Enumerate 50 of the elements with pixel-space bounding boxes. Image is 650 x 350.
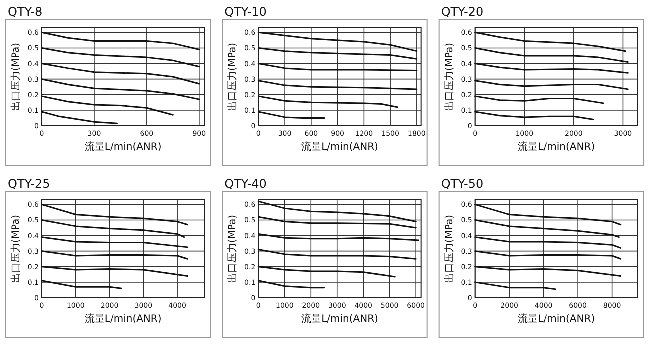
line-series bbox=[41, 96, 174, 116]
line-series bbox=[41, 204, 188, 226]
line-series bbox=[258, 216, 417, 229]
line-series bbox=[474, 32, 626, 52]
line-series bbox=[474, 96, 604, 104]
y-axis-title: 出口压力(MPa) bbox=[443, 42, 456, 112]
x-axis-title: 流量L/min(ANR) bbox=[84, 141, 162, 153]
line-series bbox=[41, 63, 200, 85]
line-series bbox=[258, 200, 417, 223]
line-series bbox=[41, 250, 188, 260]
y-axis-title: 出口压力(MPa) bbox=[226, 42, 239, 112]
line-series bbox=[41, 111, 118, 124]
line-series bbox=[258, 47, 418, 60]
line-series bbox=[474, 236, 622, 249]
y-axis-title: 出口压力(MPa) bbox=[443, 214, 456, 284]
y-axis-title: 出口压力(MPa) bbox=[226, 214, 239, 284]
chart-title: QTY-50 bbox=[441, 177, 484, 191]
line-series bbox=[474, 63, 629, 74]
line-series bbox=[258, 249, 417, 260]
x-axis-title: 流量L/min(ANR) bbox=[518, 313, 596, 325]
line-series bbox=[258, 80, 418, 90]
line-series bbox=[474, 47, 629, 63]
line-series bbox=[41, 219, 186, 238]
line-series bbox=[474, 266, 622, 277]
line-series bbox=[41, 32, 200, 51]
y-axis-title: 出口压力(MPa) bbox=[10, 214, 22, 284]
chart-title: QTY-8 bbox=[8, 5, 43, 19]
chart-title: QTY-20 bbox=[441, 5, 484, 19]
line-series bbox=[258, 32, 418, 52]
chart-title: QTY-25 bbox=[8, 177, 50, 191]
line-series bbox=[41, 78, 200, 100]
line-series bbox=[41, 266, 188, 277]
line-series bbox=[258, 233, 420, 242]
x-axis-title: 流量L/min(ANR) bbox=[302, 313, 379, 325]
line-series bbox=[41, 47, 200, 68]
x-axis-title: 流量L/min(ANR) bbox=[302, 141, 379, 153]
line-series bbox=[474, 80, 629, 90]
x-axis-title: 流量L/min(ANR) bbox=[84, 313, 162, 325]
line-series bbox=[258, 96, 398, 108]
line-series bbox=[258, 63, 418, 72]
chart-title: QTY-10 bbox=[224, 5, 267, 19]
line-series bbox=[474, 219, 620, 238]
y-axis-title: 出口压力(MPa) bbox=[10, 42, 22, 112]
line-series bbox=[474, 111, 594, 121]
x-axis-title: 流量L/min(ANR) bbox=[518, 141, 596, 153]
line-series bbox=[474, 250, 622, 260]
chart-title: QTY-40 bbox=[224, 177, 267, 191]
line-series bbox=[258, 266, 396, 278]
line-series bbox=[474, 204, 622, 226]
line-series bbox=[41, 236, 188, 248]
